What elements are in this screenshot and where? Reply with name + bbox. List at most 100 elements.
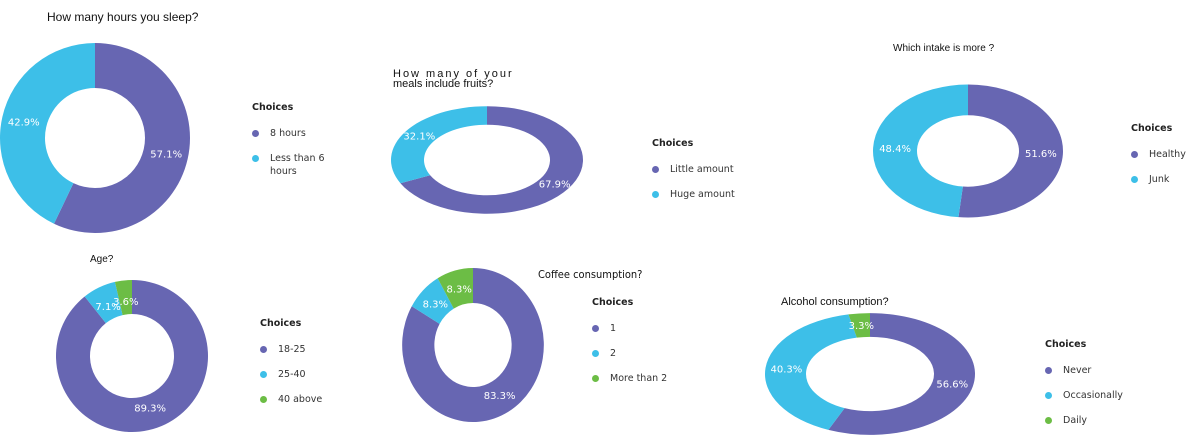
legend-item-little-amount: Little amount bbox=[652, 163, 762, 176]
slice-label-1: 83.3% bbox=[484, 391, 516, 402]
slice-2 bbox=[411, 278, 454, 324]
slice-less-than-6-hours bbox=[0, 43, 95, 224]
chart-title-coffee: Coffee consumption? bbox=[538, 268, 643, 281]
slice-label-occasionally: 40.3% bbox=[771, 365, 803, 376]
legend-swatch bbox=[252, 130, 259, 137]
slice-never bbox=[828, 313, 975, 435]
legend-item-25-40: 25-40 bbox=[260, 368, 340, 381]
legend-sleep: Choices 8 hours Less than 6 hours bbox=[252, 102, 342, 190]
legend-swatch bbox=[652, 191, 659, 198]
slice-healthy bbox=[958, 84, 1063, 218]
legend-swatch bbox=[592, 350, 599, 357]
slice-label-little-amount: 67.9% bbox=[539, 179, 571, 190]
legend-title: Choices bbox=[592, 297, 634, 308]
legend-coffee: Choices 1 2 More than 2 bbox=[592, 297, 682, 397]
legend-swatch bbox=[592, 375, 599, 382]
slice-label-2: 8.3% bbox=[423, 299, 448, 310]
slice-label-40-above: 3.6% bbox=[113, 297, 138, 308]
legend-swatch bbox=[1045, 367, 1052, 374]
slice-label-more-than-2: 8.3% bbox=[447, 284, 472, 295]
slice-huge-amount bbox=[391, 106, 487, 184]
chart-title-fruits-line2: meals include fruits? bbox=[393, 78, 494, 90]
slice-label-never: 56.6% bbox=[936, 379, 968, 390]
slice-18-25 bbox=[55, 280, 208, 432]
legend-label: Junk bbox=[1149, 174, 1170, 185]
legend-label: Huge amount bbox=[670, 189, 735, 200]
slice-label-huge-amount: 32.1% bbox=[403, 132, 435, 143]
legend-label: Never bbox=[1063, 365, 1092, 376]
legend-label: 2 bbox=[610, 348, 617, 359]
legend-item-8-hours: 8 hours bbox=[252, 127, 342, 140]
legend-swatch bbox=[1131, 151, 1138, 158]
slice-label-18-25: 89.3% bbox=[134, 403, 166, 414]
legend-label: Occasionally bbox=[1063, 390, 1123, 401]
legend-label: 25-40 bbox=[278, 369, 306, 380]
slice-label-25-40: 7.1% bbox=[95, 302, 120, 313]
slice-daily bbox=[848, 313, 870, 338]
legend-item-40-above: 40 above bbox=[260, 393, 340, 406]
legend-intake: Choices Healthy Junk bbox=[1131, 123, 1199, 198]
slice-8-hours bbox=[54, 43, 191, 234]
legend-swatch bbox=[260, 371, 267, 378]
chart-title-age: Age? bbox=[90, 254, 114, 265]
legend-label: 18-25 bbox=[278, 344, 306, 355]
legend-swatch bbox=[252, 155, 259, 162]
chart-title-alcohol: Alcohol consumption? bbox=[781, 296, 889, 308]
slice-label-less-than-6-hours: 42.9% bbox=[8, 117, 40, 128]
slice-label-daily: 3.3% bbox=[849, 321, 874, 332]
slice-little-amount bbox=[400, 106, 583, 214]
legend-swatch bbox=[1045, 417, 1052, 424]
legend-label: 8 hours bbox=[270, 128, 306, 139]
legend-item-healthy: Healthy bbox=[1131, 148, 1199, 161]
legend-title: Choices bbox=[652, 138, 694, 149]
slice-label-junk: 48.4% bbox=[879, 144, 911, 155]
legend-label: 40 above bbox=[278, 394, 323, 405]
slice-occasionally bbox=[765, 314, 857, 430]
legend-item-more-than-2: More than 2 bbox=[592, 372, 682, 385]
legend-item-18-25: 18-25 bbox=[260, 343, 340, 356]
chart-title-fruits-line1: How many of your bbox=[393, 68, 514, 80]
legend-swatch bbox=[260, 346, 267, 353]
slice-25-40 bbox=[84, 281, 123, 324]
legend-swatch bbox=[592, 325, 599, 332]
slice-40-above bbox=[114, 280, 132, 316]
legend-title: Choices bbox=[252, 102, 294, 113]
legend-title: Choices bbox=[1131, 123, 1173, 134]
legend-swatch bbox=[652, 166, 659, 173]
legend-fruits: Choices Little amount Huge amount bbox=[652, 138, 762, 213]
legend-item-occasionally: Occasionally bbox=[1045, 389, 1155, 402]
legend-label: Healthy bbox=[1149, 149, 1186, 160]
legend-title: Choices bbox=[260, 318, 302, 329]
legend-item-daily: Daily bbox=[1045, 414, 1155, 427]
legend-item-huge-amount: Huge amount bbox=[652, 188, 762, 201]
chart-title-sleep: How many hours you sleep? bbox=[47, 10, 199, 24]
legend-swatch bbox=[1045, 392, 1052, 399]
legend-swatch bbox=[1131, 176, 1138, 183]
slice-label-8-hours: 57.1% bbox=[150, 150, 182, 161]
legend-label: More than 2 bbox=[610, 373, 668, 384]
legend-item-less-than-6-hours: Less than 6 hours bbox=[252, 152, 342, 178]
chart-title-intake: Which intake is more ? bbox=[893, 43, 995, 54]
legend-label: Less than 6 hours bbox=[270, 153, 325, 177]
legend-item-never: Never bbox=[1045, 364, 1155, 377]
legend-item-junk: Junk bbox=[1131, 173, 1199, 186]
slice-label-healthy: 51.6% bbox=[1025, 149, 1057, 160]
slice-junk bbox=[873, 84, 968, 218]
slice-more-than-2 bbox=[437, 268, 473, 309]
legend-label: 1 bbox=[610, 323, 617, 334]
legend-label: Daily bbox=[1063, 415, 1088, 426]
legend-title: Choices bbox=[1045, 339, 1087, 350]
legend-label: Little amount bbox=[670, 164, 734, 175]
chart-title-fruits: How many of your meals include fruits? bbox=[393, 68, 514, 90]
legend-swatch bbox=[260, 396, 267, 403]
legend-item-2: 2 bbox=[592, 347, 682, 360]
legend-item-1: 1 bbox=[592, 322, 682, 335]
slice-1 bbox=[402, 268, 544, 422]
legend-alcohol: Choices Never Occasionally Daily bbox=[1045, 339, 1155, 439]
